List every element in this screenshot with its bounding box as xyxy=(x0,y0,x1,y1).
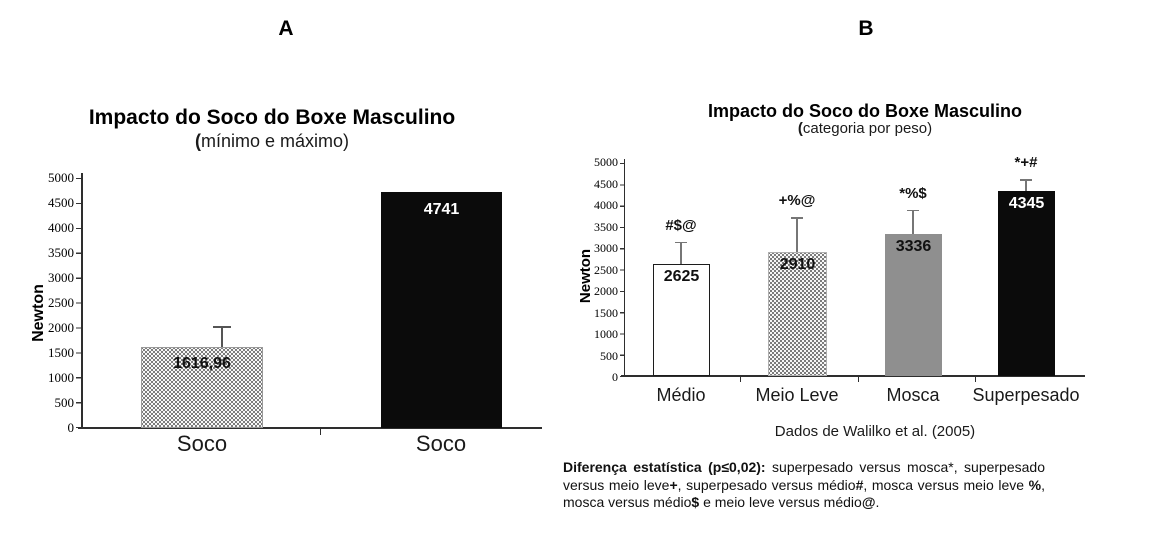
panel-a-label: A xyxy=(278,17,294,40)
chart-b-subtitle-text: categoria por peso) xyxy=(802,120,933,137)
chart-a-bar-value-max: 4741 xyxy=(423,200,460,218)
chart-b-error-bar-superpesado xyxy=(1020,178,1032,191)
y-tick-label: 1500 xyxy=(48,345,74,360)
statistical-note-segment: % xyxy=(1028,476,1042,493)
chart-b-bar-meio-leve: 2910 xyxy=(768,252,827,376)
chart-a-bar-value-min: 1616,96 xyxy=(173,355,231,373)
y-tick-label: 1000 xyxy=(594,327,618,341)
chart-b-bar-value-meio-leve: 2910 xyxy=(779,256,816,274)
y-tick-label: 2000 xyxy=(594,284,618,298)
chart-a-error-bar xyxy=(213,326,231,348)
statistical-note-segment: # xyxy=(855,476,864,493)
chart-a-x-axis xyxy=(78,427,542,429)
statistical-note-segment: , superpesado versus médio xyxy=(677,476,856,493)
chart-b-subtitle-paren: ( xyxy=(797,120,803,137)
chart-b-annotation-mosca: *%$ xyxy=(899,184,927,202)
statistical-note-segment: Diferença estatística (p≤0,02): xyxy=(563,459,766,475)
chart-b-bar-value-mosca: 3336 xyxy=(895,237,932,255)
y-tick-label: 4000 xyxy=(594,198,618,212)
chart-b-annotation-medio: #$@ xyxy=(665,216,697,234)
chart-b-bar-value-superpesado: 4345 xyxy=(1008,194,1045,212)
chart-b-bar-value-medio: 2625 xyxy=(663,268,700,286)
y-tick-label: 500 xyxy=(600,348,618,363)
chart-b-annotation-superpesado: *+# xyxy=(1014,153,1038,171)
y-tick-label: 1000 xyxy=(48,370,74,385)
chart-b-error-bar-meio-leve xyxy=(791,217,803,252)
statistical-note-segment: $ xyxy=(691,494,700,510)
statistical-note-segment: superpesado versus mosca*, superpesado v… xyxy=(563,459,1045,493)
y-tick-label: 2500 xyxy=(48,295,74,310)
chart-b-x-tick-2 xyxy=(858,376,860,382)
y-tick-label: 0 xyxy=(67,420,75,435)
chart-b-error-bar-medio xyxy=(675,241,687,265)
y-tick-label: 1500 xyxy=(594,305,618,320)
y-tick-label: 5000 xyxy=(48,170,74,185)
chart-b-bar-mosca: 3336 xyxy=(885,233,942,376)
statistical-note-segment: @ xyxy=(861,494,876,510)
chart-a-y-tick-labels: 5000 4500 4000 3500 3000 2500 2000 1500 1000 500 0 xyxy=(30,171,74,434)
chart-b-bar-medio: 2625 xyxy=(653,264,710,376)
chart-a-y-tick-marks xyxy=(76,178,82,430)
chart-a-subtitle: (mínimo e máximo) xyxy=(42,131,502,152)
chart-b-x-axis xyxy=(621,375,1085,377)
statistical-note: Diferença estatística (p≤0,02): superpes… xyxy=(563,459,1045,512)
chart-b-x-tick-3 xyxy=(975,376,977,382)
chart-b-bar-superpesado: 4345 xyxy=(998,190,1055,376)
chart-a-category-2: Soco xyxy=(415,431,467,456)
chart-b-category-superpesado: Superpesado xyxy=(972,385,1080,405)
chart-a-title: Impacto do Soco do Boxe Masculino xyxy=(88,106,456,129)
statistical-note-segment: , mosca versus meio leve xyxy=(863,476,1029,493)
chart-b-title: Impacto do Soco do Boxe Masculino xyxy=(707,101,1023,121)
chart-b-y-tick-marks xyxy=(620,163,625,378)
chart-b-source-note: Dados de Walilko et al. (2005) xyxy=(774,423,976,440)
chart-b-category-meio-leve: Meio Leve xyxy=(755,385,839,405)
chart-a-y-axis xyxy=(81,173,83,429)
chart-b-x-tick-1 xyxy=(740,376,742,382)
chart-b-subtitle: (categoria por peso) xyxy=(635,120,1095,137)
chart-b-category-mosca: Mosca xyxy=(886,385,940,405)
y-tick-label: 500 xyxy=(54,395,75,410)
chart-b-error-bar-mosca xyxy=(907,209,919,234)
statistical-note-segment: , mosca versus médio xyxy=(563,476,1046,511)
y-tick-label: 2000 xyxy=(48,320,74,335)
chart-b-annotation-meio-leve: +%@ xyxy=(778,192,816,210)
y-tick-label: 2500 xyxy=(594,262,618,277)
y-tick-label: 3500 xyxy=(594,219,618,234)
chart-b-y-axis xyxy=(624,159,626,377)
y-tick-label: 3500 xyxy=(48,245,74,260)
y-tick-label: 4500 xyxy=(594,176,618,191)
y-tick-label: 3000 xyxy=(594,241,618,255)
y-tick-label: 0 xyxy=(612,370,618,384)
chart-a-category-1: Soco xyxy=(176,431,228,456)
chart-a-bar-soco-min: 1616,96 xyxy=(141,347,263,428)
chart-a-bar-soco-max: 4741 xyxy=(381,191,502,428)
chart-a-x-tick xyxy=(320,429,322,435)
chart-b-y-tick-labels: 5000 4500 4000 3500 3000 2500 2000 1500 1000 500 0 xyxy=(584,156,618,383)
y-tick-label: 5000 xyxy=(594,155,618,169)
panel-b-label: B xyxy=(858,17,874,40)
y-tick-label: 4000 xyxy=(48,220,74,235)
chart-b-category-medio: Médio xyxy=(656,385,706,405)
y-tick-label: 3000 xyxy=(48,270,74,285)
statistical-note-segment: e meio leve versus médio xyxy=(699,494,862,510)
chart-a-subtitle-paren: ( xyxy=(194,131,201,151)
chart-a-subtitle-text: mínimo e máximo) xyxy=(200,131,350,151)
y-tick-label: 4500 xyxy=(48,195,74,210)
statistical-note-segment: + xyxy=(669,476,678,493)
statistical-note-segment: . xyxy=(875,494,880,510)
